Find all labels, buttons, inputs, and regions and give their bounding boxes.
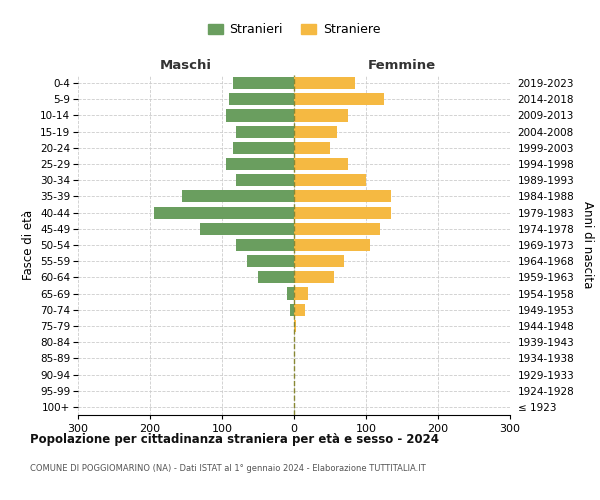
Bar (294, 110, 348, 122)
Bar (294, 174, 366, 186)
Bar (294, 288, 308, 300)
Bar (294, 272, 334, 283)
Y-axis label: Fasce di età: Fasce di età (22, 210, 35, 280)
Bar (294, 255, 344, 268)
Bar (236, 174, 294, 186)
Bar (229, 93, 294, 106)
Text: Femmine: Femmine (368, 59, 436, 72)
Bar (226, 110, 294, 122)
Bar (294, 320, 296, 332)
Bar (236, 126, 294, 138)
Bar (294, 304, 305, 316)
Text: COMUNE DI POGGIOMARINO (NA) - Dati ISTAT al 1° gennaio 2024 - Elaborazione TUTTI: COMUNE DI POGGIOMARINO (NA) - Dati ISTAT… (30, 464, 426, 473)
Bar (294, 158, 348, 170)
Bar (294, 190, 391, 202)
Bar (236, 239, 294, 251)
Text: Maschi: Maschi (160, 59, 212, 72)
Bar (290, 304, 294, 316)
Legend: Stranieri, Straniere: Stranieri, Straniere (208, 24, 380, 36)
Bar (258, 272, 294, 283)
Bar (182, 190, 294, 202)
Bar (294, 77, 355, 89)
Bar (294, 93, 384, 106)
Bar (294, 206, 391, 218)
Bar (294, 126, 337, 138)
Bar (287, 288, 294, 300)
Y-axis label: Anni di nascita: Anni di nascita (581, 202, 594, 288)
Bar (294, 222, 380, 235)
Bar (154, 206, 294, 218)
Bar (226, 158, 294, 170)
Bar (200, 222, 294, 235)
Bar (294, 239, 370, 251)
Bar (233, 77, 294, 89)
Bar (233, 142, 294, 154)
Bar (247, 255, 294, 268)
Text: Popolazione per cittadinanza straniera per età e sesso - 2024: Popolazione per cittadinanza straniera p… (30, 432, 439, 446)
Bar (294, 142, 330, 154)
